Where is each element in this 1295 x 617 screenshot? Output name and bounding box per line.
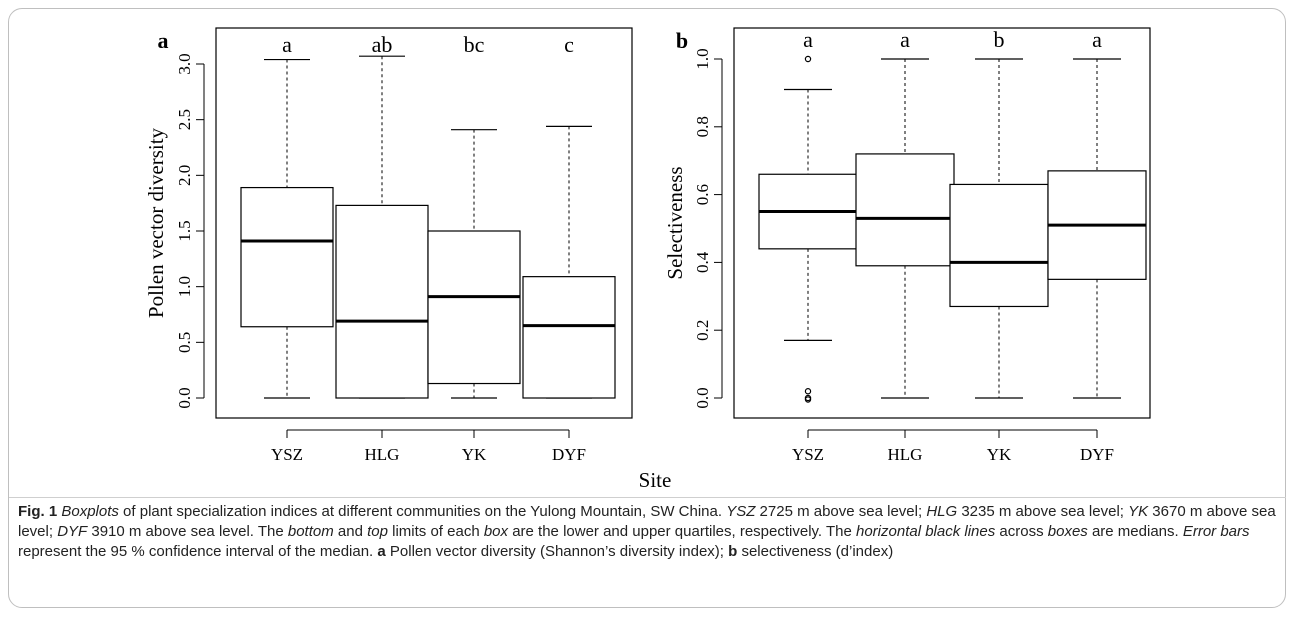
panel-label: b — [676, 28, 688, 53]
group-letter: ab — [372, 32, 393, 57]
group-letter: a — [282, 32, 292, 57]
x-tick-label: DYF — [552, 445, 586, 464]
caption-text-segment: and — [333, 523, 368, 540]
box-iqr — [335, 204, 429, 399]
group-letter: a — [1092, 27, 1102, 52]
caption-text-segment: are medians. — [1087, 523, 1183, 540]
y-tick-label: 0.2 — [693, 320, 712, 341]
caption-text-segment: horizontal black lines — [856, 523, 996, 540]
caption-text-segment: boxes — [1047, 523, 1088, 540]
caption-text-segment: bottom — [287, 523, 334, 540]
caption-figure-label: Fig. 1 — [18, 503, 58, 520]
x-tick-label: YSZ — [271, 445, 303, 464]
caption-text-segment: 3235 m above sea level; — [957, 503, 1129, 520]
caption-text-segment: selectiveness (d’index) — [737, 543, 894, 560]
group-letter: a — [803, 27, 813, 52]
y-axis-label: Pollen vector diversity — [144, 127, 168, 318]
outlier-point — [804, 396, 812, 403]
caption-text-segment: 3670 m above sea level; — [18, 503, 1276, 540]
caption-text-segment: YK — [1128, 503, 1149, 520]
box-iqr — [522, 276, 616, 399]
caption-text-segment: of plant specialization indices at diffe… — [118, 503, 727, 520]
caption-text-segment: HLG — [926, 503, 958, 520]
outlier-point — [804, 388, 812, 395]
panel-b: b 0.0 0.2 0.4 0.6 0.8 1.0 Selectiveness YSZ a HLG a… — [663, 27, 1151, 464]
plot-frame — [733, 27, 1151, 419]
figure-caption: Fig. 1 Boxplots of plant specialization … — [18, 502, 1280, 562]
y-tick-label: 2.5 — [175, 109, 194, 130]
group-letter: bc — [464, 32, 485, 57]
box-iqr — [949, 183, 1049, 308]
panel-a: a 0.0 0.5 1.0 1.5 2.0 2.5 3.0 Pollen vector dive… — [144, 27, 633, 464]
caption-text-segment: Boxplots — [61, 503, 119, 520]
caption-text-segment: top — [367, 523, 388, 540]
y-axis-label: Selectiveness — [663, 166, 687, 279]
y-tick-label: 1.0 — [175, 276, 194, 297]
x-tick-label: YK — [462, 445, 487, 464]
x-tick-label: YK — [987, 445, 1012, 464]
group-letter: b — [994, 27, 1005, 52]
x-tick-label: HLG — [365, 445, 400, 464]
y-tick-label: 1.0 — [693, 48, 712, 69]
caption-text-segment: a — [377, 543, 386, 560]
box-iqr — [427, 230, 521, 385]
caption-divider — [9, 497, 1286, 498]
caption-text-segment: 3910 m above sea level. The — [87, 523, 288, 540]
panel-label: a — [158, 28, 169, 53]
caption-text-segment: Pollen vector diversity (Shannon’s diver… — [385, 543, 729, 560]
caption-text-segment: across — [995, 523, 1048, 540]
caption-text-segment: are the lower and upper quartiles, respe… — [508, 523, 856, 540]
group-letter: a — [900, 27, 910, 52]
y-tick-label: 0.0 — [175, 387, 194, 408]
caption-text-segment: represent the 95 % confidence interval o… — [18, 543, 378, 560]
x-tick-label: DYF — [1080, 445, 1114, 464]
caption-text-segment: b — [728, 543, 738, 560]
caption-text-segment: limits of each — [387, 523, 484, 540]
caption-text-segment: YSZ — [726, 503, 756, 520]
y-tick-label: 0.6 — [693, 184, 712, 205]
outlier-point — [804, 55, 812, 63]
y-tick-label: 2.0 — [175, 165, 194, 186]
y-tick-label: 0.8 — [693, 116, 712, 137]
y-tick-label: 0.5 — [175, 332, 194, 353]
box-iqr — [855, 153, 955, 267]
y-tick-label: 1.5 — [175, 220, 194, 241]
figure-frame — [8, 8, 1286, 608]
caption-text-segment: DYF — [57, 523, 88, 540]
x-tick-label: YSZ — [792, 445, 824, 464]
y-tick-label: 3.0 — [175, 53, 194, 74]
x-tick-label: HLG — [888, 445, 923, 464]
group-letter: c — [564, 32, 574, 57]
plot-frame — [215, 27, 633, 419]
y-tick-label: 0.4 — [693, 251, 712, 273]
y-tick-label: 0.0 — [693, 387, 712, 408]
caption-text-segment: 2725 m above sea level; — [755, 503, 927, 520]
caption-text-segment: Error bars — [1182, 523, 1250, 540]
box-iqr — [240, 186, 334, 328]
caption-text-segment: box — [483, 523, 509, 540]
x-axis-label: Site — [639, 468, 672, 492]
